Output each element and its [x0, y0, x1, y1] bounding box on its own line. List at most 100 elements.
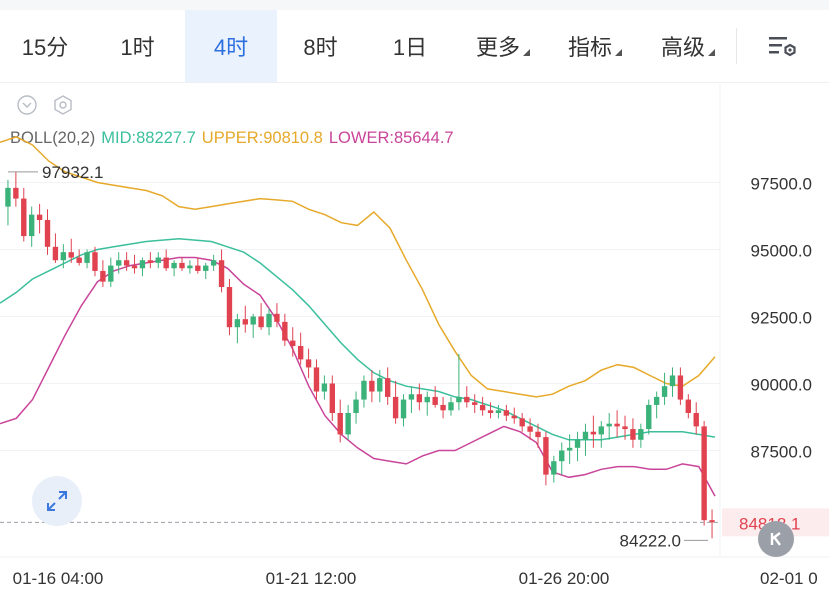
- tab-4h[interactable]: 4时: [185, 10, 277, 82]
- candle-body: [464, 396, 470, 403]
- candle-body: [677, 375, 684, 400]
- candle-body: [590, 431, 597, 435]
- candle-body: [195, 265, 201, 271]
- tab-label: 8时: [303, 35, 338, 60]
- candle-body: [329, 383, 336, 413]
- tab-advanced[interactable]: 高级: [640, 10, 736, 82]
- k-line-button[interactable]: [758, 521, 794, 557]
- k-line-icon: [770, 532, 781, 546]
- y-tick-label: 92500.0: [751, 309, 812, 328]
- expand-button[interactable]: [32, 476, 82, 526]
- candle-body: [519, 418, 525, 427]
- hexagon-settings-icon[interactable]: [52, 94, 74, 116]
- candle-body: [226, 287, 233, 328]
- x-tick-label: 02-01 0: [760, 569, 818, 588]
- candle-body: [638, 429, 644, 440]
- candle-body: [5, 187, 11, 207]
- candle-body: [543, 437, 549, 475]
- candle-body: [100, 270, 106, 282]
- candle-body: [598, 426, 604, 435]
- candle-body: [258, 316, 264, 328]
- candle-body: [92, 252, 98, 271]
- candle-body: [290, 340, 296, 346]
- candle-body: [701, 426, 707, 521]
- candle-body: [709, 520, 715, 523]
- candle-body: [131, 265, 138, 269]
- candle-body: [266, 313, 272, 328]
- candle-body: [155, 257, 161, 263]
- boll-mid-line: [0, 238, 716, 441]
- candle-body: [242, 319, 248, 325]
- tab-1h[interactable]: 1时: [90, 10, 185, 82]
- candle-body: [574, 439, 581, 448]
- y-tick-label: 95000.0: [751, 242, 812, 261]
- candle-body: [487, 410, 494, 413]
- boll-name: BOLL(20,2): [10, 129, 96, 147]
- chevron-down-circle-icon[interactable]: [16, 94, 38, 116]
- tab-label: 15分: [21, 35, 69, 60]
- candle-body: [495, 410, 502, 413]
- candle-body: [13, 187, 19, 199]
- tab-divider: [736, 28, 737, 64]
- tab-label: 1时: [120, 35, 155, 60]
- candle-body: [218, 260, 225, 288]
- tab-8h[interactable]: 8时: [277, 10, 364, 82]
- candle-body: [116, 260, 122, 266]
- dropdown-caret-icon: [708, 48, 715, 56]
- candle-body: [479, 404, 486, 411]
- candle-body: [606, 423, 612, 427]
- candle-body: [408, 394, 415, 400]
- y-tick-label: 97500.0: [751, 175, 812, 194]
- candle-body: [448, 402, 454, 411]
- boll-upper-line: [0, 136, 716, 398]
- chart-settings-button[interactable]: [737, 10, 829, 82]
- candle-body: [234, 319, 241, 328]
- tab-label: 4时: [213, 35, 249, 60]
- tab-15m[interactable]: 15分: [0, 10, 90, 82]
- candle-body: [653, 396, 660, 405]
- tab-1d[interactable]: 1日: [364, 10, 456, 82]
- candle-body: [36, 214, 43, 221]
- candle-body: [432, 396, 438, 405]
- candle-body: [693, 412, 699, 427]
- candle-body: [456, 396, 462, 403]
- candle-body: [630, 429, 636, 440]
- high-marker-label: 97932.1: [42, 163, 103, 182]
- y-tick-label: 87500.0: [751, 443, 812, 462]
- tab-indicators[interactable]: 指标: [550, 10, 640, 82]
- candle-body: [440, 404, 446, 411]
- candle-body: [139, 260, 146, 269]
- boll-lower-line: [0, 256, 716, 497]
- candle-body: [582, 431, 589, 440]
- candle-body: [361, 380, 367, 400]
- candle-body: [369, 380, 375, 392]
- low-marker-label: 84222.0: [620, 531, 681, 550]
- candle-body: [171, 262, 177, 269]
- candle-body: [21, 198, 27, 237]
- tab-label: 更多: [475, 35, 520, 60]
- candle-body: [503, 410, 510, 416]
- candle-body: [377, 378, 383, 392]
- tab-label: 指标: [567, 35, 612, 60]
- candle-body: [559, 450, 565, 462]
- top-band: [0, 0, 829, 10]
- candle-body: [416, 394, 423, 403]
- x-tick-label: 01-16 04:00: [13, 569, 104, 588]
- candle-body: [400, 399, 407, 419]
- candle-body: [179, 262, 185, 269]
- candle-body: [392, 396, 399, 419]
- dropdown-caret-icon: [615, 48, 622, 56]
- candle-body: [76, 257, 82, 263]
- candle-body: [210, 260, 217, 266]
- y-tick-label: 90000.0: [751, 376, 812, 395]
- dropdown-caret-icon: [523, 48, 530, 56]
- chart-settings-icon: [769, 37, 796, 57]
- interval-tabs: 15分 1时 4时 8时 1日 更多 指标 高级: [0, 10, 829, 83]
- candle-body: [646, 404, 652, 430]
- candle-body: [203, 265, 209, 271]
- tab-more[interactable]: 更多: [456, 10, 550, 82]
- candle-body: [305, 359, 312, 368]
- candle-body: [614, 423, 620, 427]
